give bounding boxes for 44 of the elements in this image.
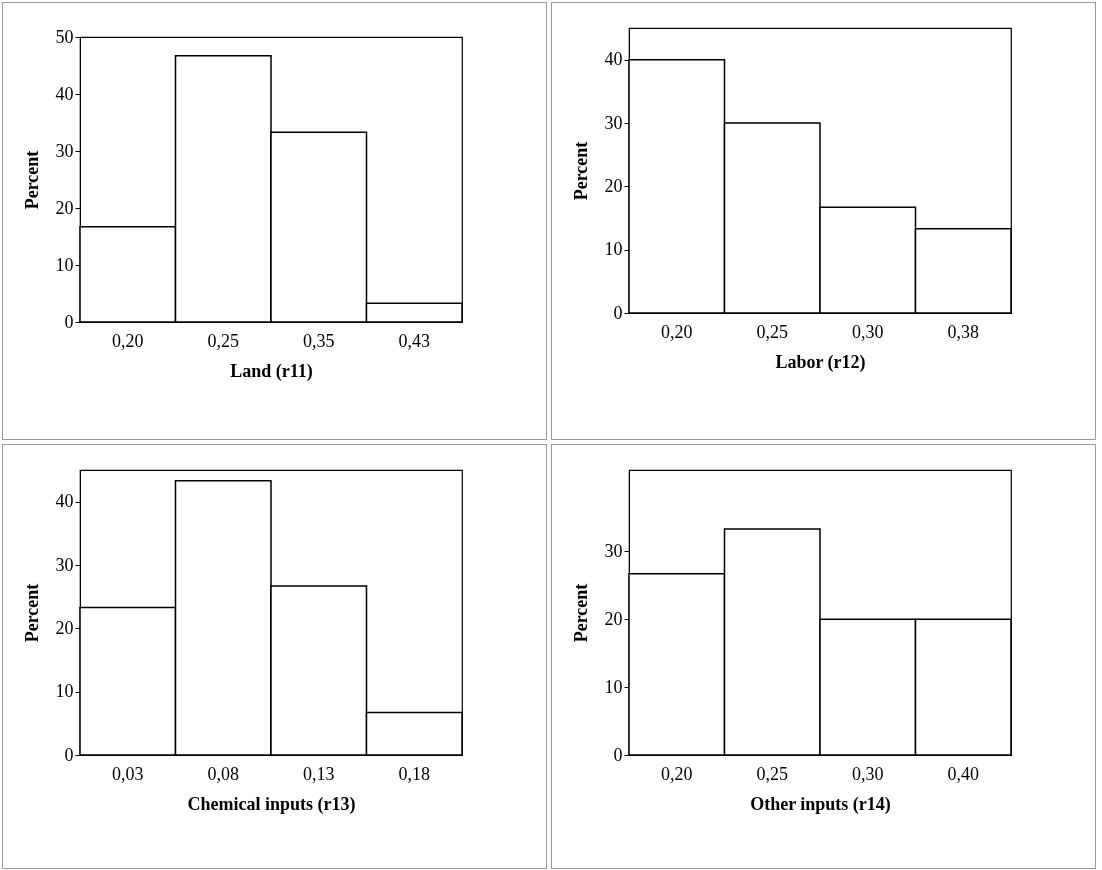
y-tick-label: 20 [604, 175, 623, 196]
x-tick-label: 0,40 [947, 763, 979, 784]
y-axis-title: Percent [21, 583, 42, 643]
x-axis-title: Land (r11) [230, 360, 313, 382]
x-tick-label: 0,20 [661, 763, 693, 784]
x-axis-title: Other inputs (r14) [750, 793, 891, 815]
y-tick-label: 20 [55, 197, 74, 218]
y-axis-title: Percent [570, 141, 591, 201]
y-tick-label: 20 [604, 608, 623, 629]
y-axis-title: Percent [570, 583, 591, 643]
x-tick-label: 0,30 [852, 321, 884, 342]
y-axis-title: Percent [21, 150, 42, 210]
x-tick-label: 0,38 [947, 321, 979, 342]
x-tick-label: 0,20 [112, 330, 144, 351]
y-tick-label: 10 [604, 676, 623, 697]
y-tick-label: 30 [604, 112, 623, 133]
x-axis-title: Labor (r12) [775, 351, 866, 373]
y-tick-label: 0 [613, 302, 623, 323]
y-tick-label: 20 [55, 617, 74, 638]
x-tick-label: 0,13 [303, 763, 335, 784]
x-tick-label: 0,18 [398, 763, 430, 784]
x-tick-label: 0,08 [207, 763, 239, 784]
x-tick-label: 0,25 [207, 330, 239, 351]
y-tick-label: 10 [55, 254, 74, 275]
y-tick-label: 40 [604, 49, 623, 70]
x-tick-label: 0,20 [661, 321, 693, 342]
x-tick-label: 0,25 [756, 763, 788, 784]
x-tick-label: 0,25 [756, 321, 788, 342]
x-tick-label: 0,35 [303, 330, 335, 351]
x-tick-label: 0,43 [398, 330, 430, 351]
y-tick-label: 30 [55, 554, 74, 575]
y-tick-label: 30 [604, 540, 623, 561]
y-tick-label: 10 [604, 239, 623, 260]
y-tick-label: 0 [64, 311, 74, 332]
y-tick-label: 0 [64, 744, 74, 765]
x-tick-label: 0,03 [112, 763, 144, 784]
x-tick-label: 0,30 [852, 763, 884, 784]
x-axis-title: Chemical inputs (r13) [187, 793, 356, 815]
y-tick-label: 10 [55, 681, 74, 702]
y-tick-label: 40 [55, 491, 74, 512]
y-tick-label: 30 [55, 140, 74, 161]
y-tick-label: 50 [55, 26, 74, 47]
y-tick-label: 0 [613, 744, 623, 765]
y-tick-label: 40 [55, 83, 74, 104]
